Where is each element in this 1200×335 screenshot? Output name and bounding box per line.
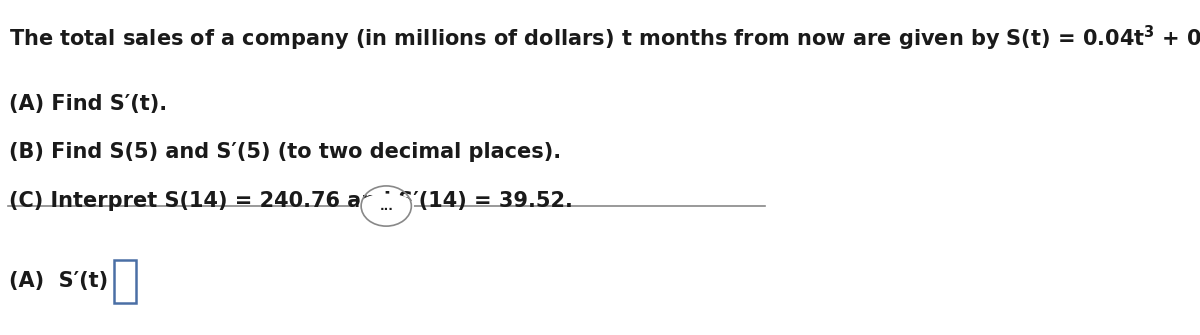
Circle shape	[359, 194, 413, 218]
Text: (B) Find S(5) and S′(5) (to two decimal places).: (B) Find S(5) and S′(5) (to two decimal …	[10, 142, 562, 162]
Text: (A) Find S′(t).: (A) Find S′(t).	[10, 94, 167, 114]
Text: ...: ...	[379, 200, 394, 212]
Text: (A)  S′(t) =: (A) S′(t) =	[10, 271, 133, 291]
FancyBboxPatch shape	[114, 260, 136, 303]
Text: The total sales of a company (in millions of dollars) t months from now are give: The total sales of a company (in million…	[10, 23, 1200, 53]
Text: (C) Interpret S(14) = 240.76 and S′(14) = 39.52.: (C) Interpret S(14) = 240.76 and S′(14) …	[10, 191, 574, 211]
